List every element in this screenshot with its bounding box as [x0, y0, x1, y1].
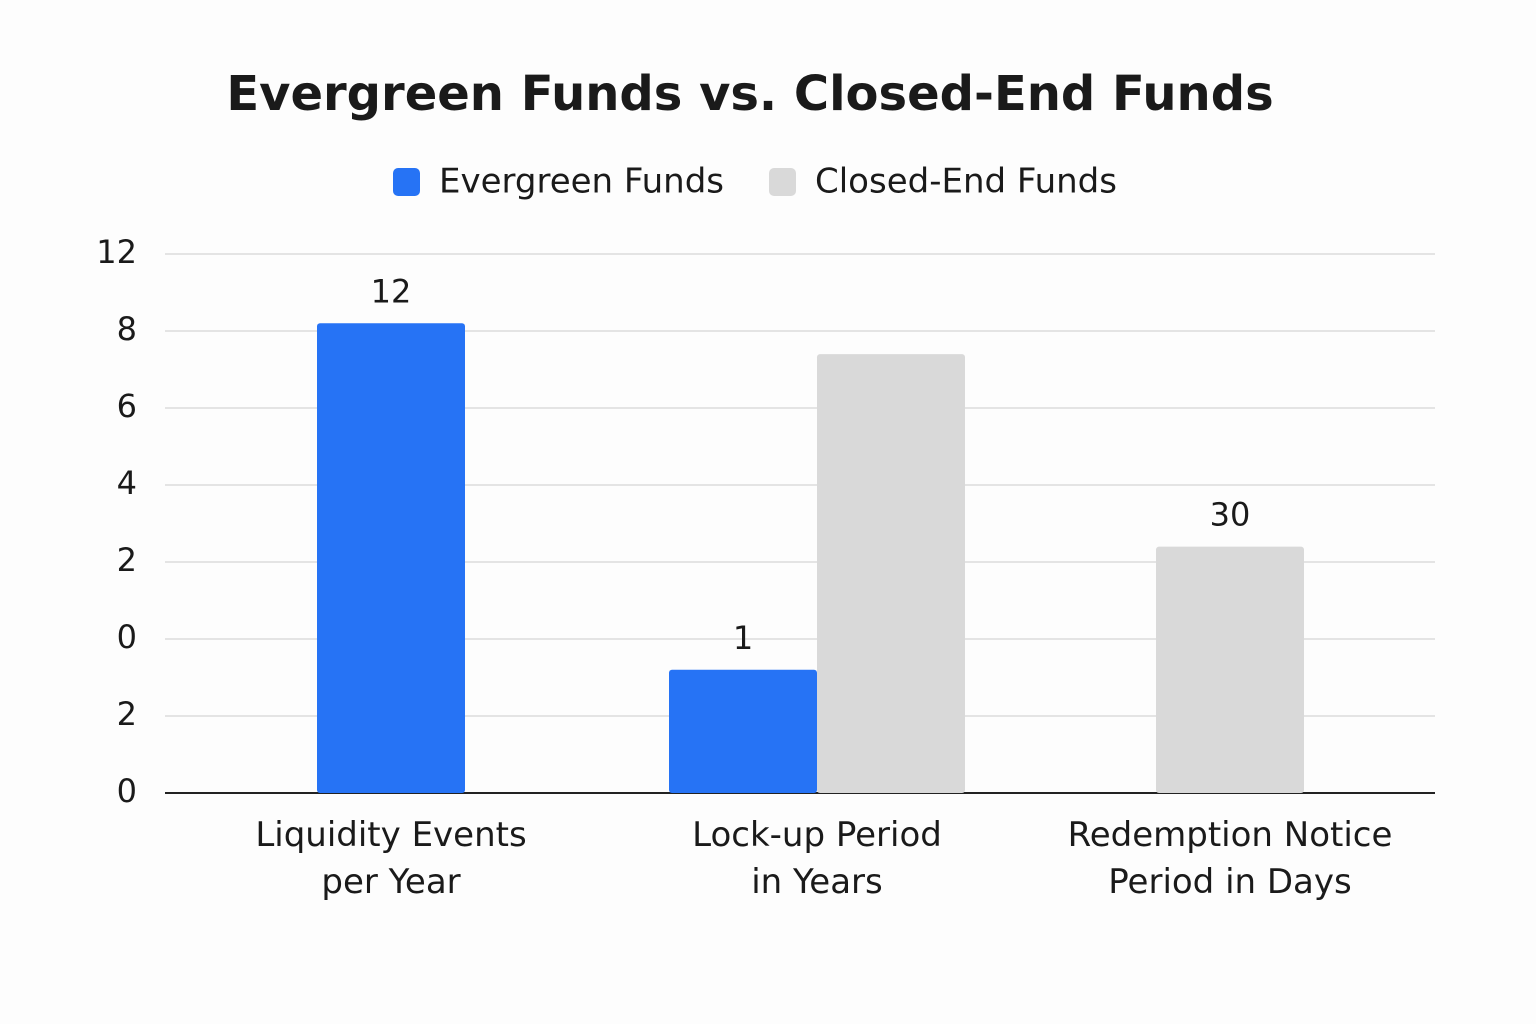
bar [317, 323, 465, 793]
x-tick-label: Liquidity Events per Year [255, 815, 526, 902]
y-tick-label: 2 [117, 695, 137, 733]
legend-swatch [769, 168, 796, 196]
bar [669, 669, 817, 793]
y-tick-label: 2 [117, 541, 137, 579]
data-label: 30 [1210, 496, 1251, 534]
bar [817, 354, 965, 793]
legend-label: Closed-End Funds [815, 162, 1117, 202]
x-tick-label: Redemption Notice Period in Days [1068, 815, 1393, 902]
y-tick-label: 12 [96, 233, 137, 271]
legend-label: Evergreen Funds [439, 162, 724, 202]
x-tick-label: Lock-up Period in Years [692, 815, 942, 902]
chart-title: Evergreen Funds vs. Closed-End Funds [226, 66, 1273, 122]
y-tick-label: 6 [117, 387, 137, 425]
y-tick-label: 0 [117, 772, 137, 810]
y-tick-label: 8 [117, 310, 137, 348]
data-label: 1 [733, 619, 753, 657]
bar [1156, 546, 1304, 793]
y-tick-label: 4 [117, 464, 137, 502]
legend-swatch [393, 168, 420, 196]
y-tick-label: 0 [117, 618, 137, 656]
data-label: 12 [371, 272, 412, 310]
